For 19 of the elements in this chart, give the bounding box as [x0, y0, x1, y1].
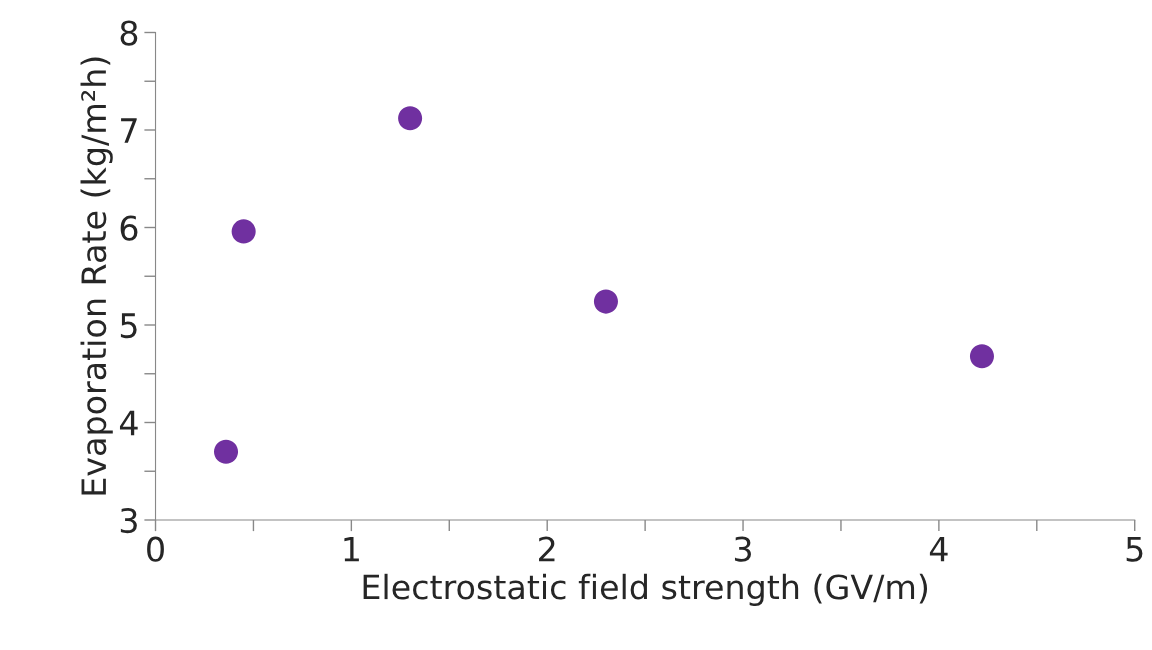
- point: [969, 344, 994, 369]
- point: [398, 106, 423, 131]
- point: [231, 219, 256, 244]
- point: [213, 439, 239, 464]
- x-tick-label: 4: [929, 537, 948, 562]
- x-tick-label: 5: [1126, 537, 1143, 562]
- x-tick-label: 0: [147, 536, 164, 562]
- x-axis-title: Electrostatic field strength (GV/m): [363, 573, 928, 607]
- y-tick-label: 8: [120, 20, 138, 46]
- x-tick-label: 2: [539, 536, 555, 562]
- y-tick-label: 6: [120, 215, 138, 241]
- x-tick-label: 1: [344, 537, 359, 562]
- y-tick-label: 4: [119, 410, 138, 436]
- y-axis-title: Evaporation Rate (kg/m²h): [80, 57, 113, 495]
- y-tick-label: 7: [121, 118, 137, 143]
- x-tick-label: 3: [734, 536, 751, 562]
- point: [593, 289, 618, 314]
- y-tick-label: 5: [120, 313, 137, 339]
- y-tick-label: 3: [120, 507, 137, 534]
